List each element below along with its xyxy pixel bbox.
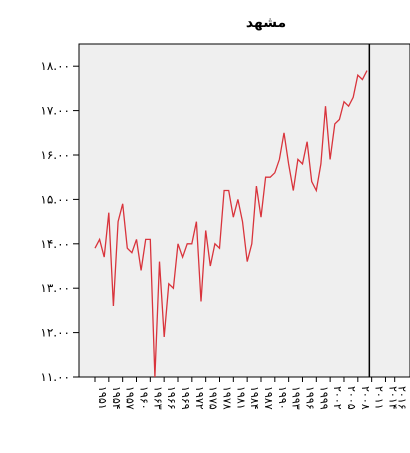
- plot-area: [78, 43, 410, 378]
- x-tick-label: ۱۹۸۱: [234, 386, 247, 410]
- y-tick-label: ۱۴.۰۰: [40, 237, 70, 251]
- x-tick-label: ۱۹۶۰: [137, 386, 150, 410]
- observed-series-line: [94, 70, 368, 378]
- x-tick-label: ۲۰۰۵: [345, 386, 358, 410]
- x-tick-label: ۱۹۸۷: [262, 386, 275, 410]
- x-tick-label: ۱۹۹۶: [303, 386, 316, 410]
- y-tick-label: ۱۱.۰۰: [40, 370, 70, 384]
- chart-title: مشهد: [246, 15, 286, 31]
- x-tick-label: ۱۹۷۲: [193, 386, 206, 410]
- y-tick-label: ۱۲.۰۰: [40, 326, 70, 340]
- x-tick-label: ۱۹۹۳: [290, 386, 303, 410]
- x-tick-label: ۲۰۱۶: [396, 386, 409, 410]
- x-tick-label: ۱۹۶۶: [165, 386, 178, 410]
- x-tick-label: ۱۹۷۵: [207, 386, 220, 410]
- x-tick-label: ۱۹۶۹: [179, 386, 192, 410]
- x-tick-label: ۲۰۰۲: [331, 386, 344, 410]
- y-tick-label: ۱۸.۰۰: [40, 59, 70, 73]
- y-tick-label: ۱۶.۰۰: [40, 148, 70, 162]
- x-tick-label: ۲۰۱۴: [386, 386, 399, 410]
- y-tick-label: ۱۷.۰۰: [40, 104, 70, 118]
- x-tick-label: ۲۰۰۸: [359, 386, 372, 410]
- y-tick-label: ۱۳.۰۰: [40, 281, 70, 295]
- x-axis: ۱۹۵۱ ۱۹۵۴ ۱۹۵۷ ۱۹۶۰ ۱۹۶۳ ۱۹۶۶ ۱۹۶۹ ۱۹۷۲ ۱۹۷۵ ۱۹۷۸…: [94, 377, 409, 410]
- x-tick-label: ۱۹۵۴: [110, 386, 123, 410]
- x-tick-label: ۱۹۵۱: [96, 386, 109, 410]
- y-axis: ۱۱.۰۰ ۱۲.۰۰ ۱۳.۰۰ ۱۴.۰۰ ۱۵.۰۰ ۱۶.۰۰ ۱۷.۰۰ ۱۸.۰۰: [40, 59, 79, 384]
- y-tick-label: ۱۵.۰۰: [40, 192, 70, 206]
- x-tick-label: ۱۹۶۳: [151, 386, 164, 410]
- x-tick-label: ۱۹۵۷: [124, 386, 137, 410]
- x-tick-label: ۱۹۹۰: [276, 386, 289, 410]
- x-tick-label: ۲۰۱۱: [373, 386, 386, 410]
- x-tick-label: ۱۹۸۴: [248, 386, 261, 410]
- x-tick-label: ۱۹۷۸: [220, 386, 233, 410]
- x-tick-label: ۱۹۹۹: [317, 386, 330, 410]
